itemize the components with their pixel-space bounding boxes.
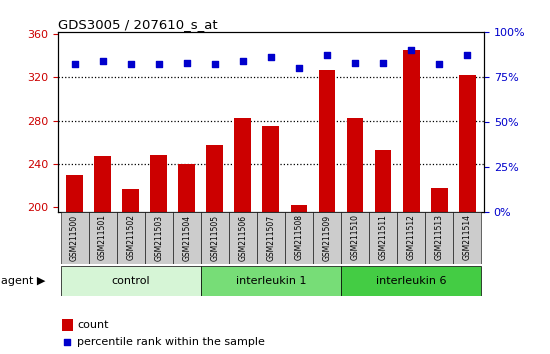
- Text: GSM211511: GSM211511: [378, 215, 388, 260]
- Bar: [318, 70, 336, 212]
- Text: GSM211514: GSM211514: [463, 215, 472, 261]
- Bar: [145, 212, 173, 264]
- Text: GSM211507: GSM211507: [266, 215, 276, 261]
- Point: [183, 60, 191, 65]
- Bar: [234, 118, 251, 212]
- Point: [322, 52, 331, 58]
- Text: GSM211505: GSM211505: [210, 215, 219, 261]
- Text: GSM211500: GSM211500: [70, 215, 79, 261]
- Text: count: count: [77, 320, 108, 330]
- Text: percentile rank within the sample: percentile rank within the sample: [77, 337, 265, 347]
- Bar: [285, 212, 313, 264]
- Point: [155, 62, 163, 67]
- Bar: [453, 212, 481, 264]
- Bar: [403, 50, 420, 212]
- Point: [98, 58, 107, 64]
- Bar: [257, 212, 285, 264]
- Bar: [313, 212, 341, 264]
- Bar: [66, 175, 83, 212]
- Text: GSM211512: GSM211512: [406, 215, 416, 260]
- Bar: [290, 205, 307, 212]
- Bar: [341, 212, 369, 264]
- Text: GSM211506: GSM211506: [238, 215, 248, 261]
- Bar: [369, 212, 397, 264]
- Point: [266, 54, 275, 60]
- Text: interleukin 1: interleukin 1: [235, 275, 306, 286]
- Bar: [397, 212, 425, 264]
- Bar: [201, 266, 341, 296]
- Bar: [94, 156, 111, 212]
- Point: [350, 60, 359, 65]
- Point: [378, 60, 387, 65]
- Text: GSM211510: GSM211510: [350, 215, 360, 261]
- Bar: [229, 212, 257, 264]
- Point: [294, 65, 303, 71]
- Bar: [150, 155, 167, 212]
- Point: [126, 62, 135, 67]
- Text: GSM211504: GSM211504: [182, 215, 191, 261]
- Text: agent ▶: agent ▶: [1, 275, 46, 286]
- Point: [434, 62, 443, 67]
- Bar: [117, 212, 145, 264]
- Bar: [89, 212, 117, 264]
- Text: GSM211503: GSM211503: [154, 215, 163, 261]
- Bar: [431, 188, 448, 212]
- Point: [63, 339, 72, 344]
- Text: GSM211508: GSM211508: [294, 215, 304, 261]
- Bar: [62, 319, 73, 331]
- Bar: [262, 126, 279, 212]
- Point: [239, 58, 248, 64]
- Text: GDS3005 / 207610_s_at: GDS3005 / 207610_s_at: [58, 18, 217, 31]
- Bar: [173, 212, 201, 264]
- Bar: [60, 266, 201, 296]
- Bar: [375, 150, 392, 212]
- Point: [463, 52, 471, 58]
- Bar: [459, 75, 476, 212]
- Point: [211, 62, 219, 67]
- Bar: [341, 266, 481, 296]
- Text: GSM211501: GSM211501: [98, 215, 107, 261]
- Text: GSM211509: GSM211509: [322, 215, 332, 261]
- Bar: [122, 189, 139, 212]
- Bar: [206, 145, 223, 212]
- Bar: [178, 164, 195, 212]
- Bar: [60, 212, 89, 264]
- Bar: [346, 118, 364, 212]
- Point: [406, 47, 415, 53]
- Bar: [201, 212, 229, 264]
- Point: [70, 62, 79, 67]
- Text: interleukin 6: interleukin 6: [376, 275, 447, 286]
- Text: control: control: [111, 275, 150, 286]
- Text: GSM211502: GSM211502: [126, 215, 135, 261]
- Bar: [425, 212, 453, 264]
- Text: GSM211513: GSM211513: [434, 215, 444, 261]
